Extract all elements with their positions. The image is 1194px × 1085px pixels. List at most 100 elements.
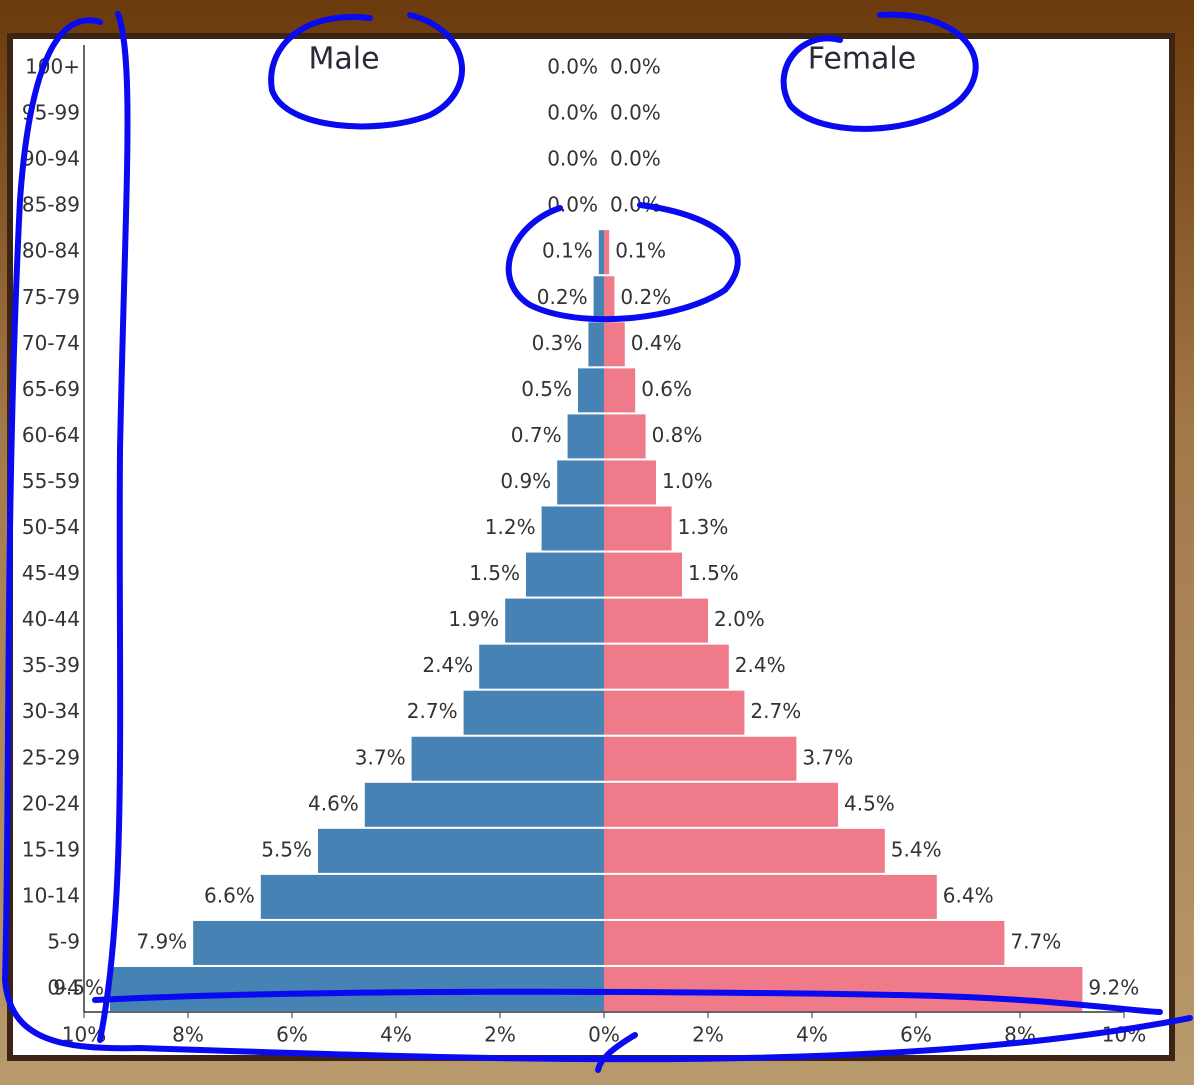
value-label: 6.6%	[204, 883, 255, 907]
value-label: 0.1%	[542, 239, 593, 263]
y-tick-label: 5-9	[47, 929, 80, 953]
value-label: 6.4%	[943, 883, 994, 907]
value-label: 1.5%	[469, 561, 520, 585]
value-label: 0.3%	[532, 331, 583, 355]
x-tick-label: 2%	[692, 1023, 724, 1047]
value-label: 0.0%	[547, 147, 598, 171]
value-label: 1.9%	[448, 607, 499, 631]
annotation	[505, 202, 741, 323]
value-label: 0.1%	[615, 239, 666, 263]
x-tick-label: 4%	[796, 1023, 828, 1047]
y-tick-label: 55-59	[22, 469, 80, 493]
annotation	[780, 11, 979, 132]
y-tick-label: 50-54	[22, 515, 80, 539]
y-tick-label: 65-69	[22, 377, 80, 401]
male-bar	[505, 598, 604, 643]
annotation	[595, 1032, 638, 1073]
value-label: 1.0%	[662, 469, 713, 493]
y-tick-label: 60-64	[22, 423, 80, 447]
female-bar	[604, 460, 656, 505]
y-tick-label: 45-49	[22, 561, 80, 585]
y-tick-label: 90-94	[22, 147, 80, 171]
value-label: 1.3%	[678, 515, 729, 539]
y-tick-label: 0-4	[47, 976, 80, 1000]
value-label: 5.4%	[891, 837, 942, 861]
x-tick-label: 6%	[900, 1023, 932, 1047]
annotation	[1, 11, 1193, 1063]
y-tick-label: 15-19	[22, 837, 80, 861]
female-bar	[604, 598, 708, 643]
y-tick-label: 85-89	[22, 193, 80, 217]
male-bar	[364, 782, 604, 827]
male-bar	[318, 828, 604, 873]
value-label: 2.4%	[735, 653, 786, 677]
x-tick-label: 8%	[172, 1023, 204, 1047]
male-bar	[557, 460, 604, 505]
plot: 0-49.5% 9.2% 5-9 7.9% 7.7% 10-14 6.6% 6.4% 15-19…	[22, 45, 1146, 1047]
y-tick-label: 80-84	[22, 239, 80, 263]
value-label: 0.8%	[652, 423, 703, 447]
male-bar	[578, 368, 604, 413]
male-bar	[541, 506, 604, 551]
value-label: 7.9%	[136, 929, 187, 953]
value-label: 4.6%	[308, 791, 359, 815]
female-bar	[604, 736, 797, 781]
female-bar	[604, 414, 646, 459]
value-label: 7.7%	[1010, 929, 1061, 953]
female-bar	[604, 552, 682, 597]
male-title: Male	[308, 42, 379, 77]
female-bar	[604, 368, 636, 413]
female-bar	[604, 644, 729, 689]
value-label: 0.5%	[521, 377, 572, 401]
male-bar	[588, 322, 604, 367]
female-bar	[604, 828, 885, 873]
y-tick-label: 20-24	[22, 791, 80, 815]
x-tick-label: 0%	[588, 1023, 620, 1047]
value-label: 0.0%	[610, 55, 661, 79]
male-bar	[598, 230, 604, 275]
female-bar	[604, 322, 625, 367]
value-label: 2.0%	[714, 607, 765, 631]
value-label: 0.7%	[511, 423, 562, 447]
female-bar	[604, 506, 672, 551]
y-tick-label: 25-29	[22, 745, 80, 769]
value-label: 3.7%	[802, 745, 853, 769]
y-tick-label: 40-44	[22, 607, 80, 631]
female-bar	[604, 967, 1083, 1011]
value-label: 9.5%	[53, 976, 104, 1000]
male-bar	[411, 736, 604, 781]
y-tick-label: 75-79	[22, 285, 80, 309]
value-label: 0.4%	[631, 331, 682, 355]
male-bar	[526, 552, 604, 597]
male-bar	[193, 920, 604, 965]
value-label: 0.2%	[537, 285, 588, 309]
male-bar	[260, 874, 604, 919]
y-tick-label: 70-74	[22, 331, 80, 355]
female-bar	[604, 690, 745, 735]
value-label: 3.7%	[355, 745, 406, 769]
y-tick-label: 30-34	[22, 699, 80, 723]
x-tick-label: 6%	[276, 1023, 308, 1047]
value-label: 5.5%	[261, 837, 312, 861]
female-bar	[604, 874, 937, 919]
male-bar	[463, 690, 604, 735]
male-bar	[593, 276, 604, 321]
value-label: 0.2%	[620, 285, 671, 309]
value-label: 2.4%	[422, 653, 473, 677]
value-label: 1.5%	[688, 561, 739, 585]
value-label: 2.7%	[407, 699, 458, 723]
x-tick-label: 4%	[380, 1023, 412, 1047]
value-label: 4.5%	[844, 791, 895, 815]
value-label: 0.0%	[547, 55, 598, 79]
female-bar	[604, 920, 1005, 965]
value-label: 0.6%	[641, 377, 692, 401]
female-bar	[604, 782, 838, 827]
value-label: 0.9%	[500, 469, 551, 493]
value-label: 9.2%	[1088, 976, 1139, 1000]
annotation	[92, 988, 1163, 1015]
value-label: 0.0%	[610, 101, 661, 125]
male-bar	[479, 644, 604, 689]
female-title: Female	[808, 42, 916, 77]
x-tick-label: 2%	[484, 1023, 516, 1047]
